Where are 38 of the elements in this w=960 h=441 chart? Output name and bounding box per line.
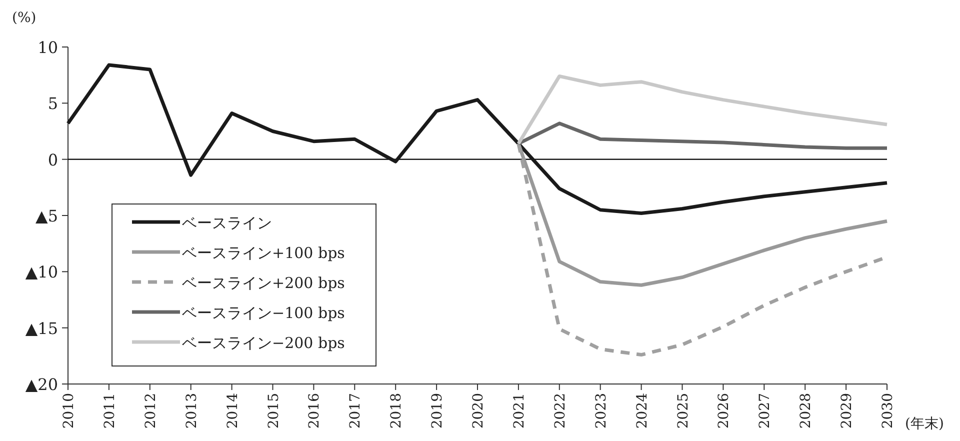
y-tick-label: 5 bbox=[48, 94, 58, 114]
legend-label: ベースライン−200 bps bbox=[182, 334, 345, 352]
x-tick-label: 2026 bbox=[716, 392, 732, 429]
x-tick-label: 2025 bbox=[675, 393, 692, 429]
y-tick-label: 10 bbox=[38, 38, 58, 57]
x-tick-label: 2022 bbox=[552, 393, 568, 429]
x-tick-label: 2028 bbox=[798, 393, 814, 429]
x-tick-label: 2014 bbox=[224, 392, 241, 429]
x-tick-label: 2019 bbox=[430, 393, 446, 429]
y-tick-label: ▲5 bbox=[36, 206, 58, 226]
x-tick-label: 2018 bbox=[388, 393, 405, 429]
y-tick-label: ▲10 bbox=[25, 262, 58, 282]
legend-label: ベースライン−100 bps bbox=[182, 304, 345, 322]
x-tick-label: 2029 bbox=[839, 393, 856, 429]
x-tick-label: 2012 bbox=[142, 393, 159, 429]
x-tick-label: 2010 bbox=[61, 393, 77, 429]
x-tick-label: 2023 bbox=[593, 393, 610, 429]
x-tick-label: 2021 bbox=[511, 393, 528, 429]
x-tick-label: 2017 bbox=[348, 393, 364, 429]
legend-label: ベースライン+200 bps bbox=[182, 274, 345, 292]
line-series bbox=[516, 122, 889, 150]
y-axis-title: (%) bbox=[12, 10, 36, 26]
x-tick-label: 2013 bbox=[184, 393, 200, 429]
x-tick-label: 2024 bbox=[634, 392, 650, 429]
x-tick-label: 2016 bbox=[306, 392, 323, 429]
y-tick-label: 0 bbox=[48, 150, 58, 170]
x-tick-label: 2030 bbox=[880, 393, 896, 429]
legend-label: ベースライン bbox=[182, 214, 272, 232]
x-tick-label: 2020 bbox=[470, 393, 486, 429]
line-series bbox=[66, 63, 889, 215]
x-tick-label: 2027 bbox=[757, 393, 774, 429]
y-tick-label: ▲20 bbox=[25, 375, 58, 394]
line-series bbox=[516, 74, 889, 146]
y-tick-label: ▲15 bbox=[25, 318, 58, 338]
x-axis-title: (年末) bbox=[905, 416, 944, 432]
x-tick-label: 2011 bbox=[102, 393, 118, 429]
x-tick-label: 2015 bbox=[266, 393, 282, 429]
legend-label: ベースライン+100 bps bbox=[182, 244, 345, 262]
